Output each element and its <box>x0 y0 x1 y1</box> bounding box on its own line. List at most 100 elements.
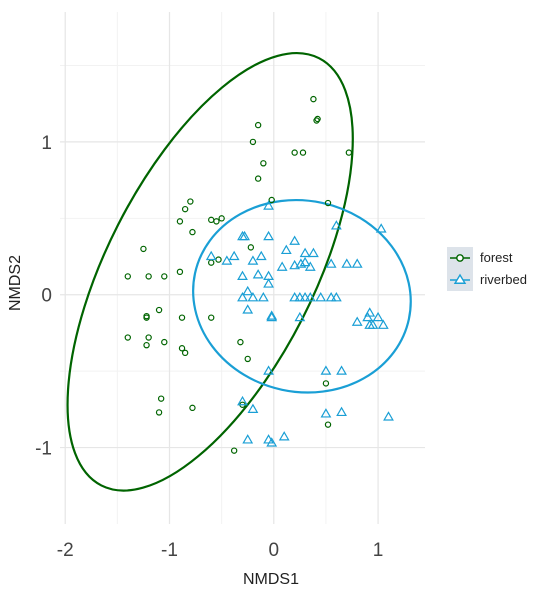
forest-point <box>157 395 165 402</box>
forest-point <box>155 306 163 314</box>
riverbed-point <box>325 258 337 268</box>
riverbed-point <box>266 311 278 322</box>
forest-point <box>176 218 184 225</box>
riverbed-point <box>304 261 316 271</box>
riverbed-ellipse <box>192 198 412 394</box>
riverbed-point <box>280 244 292 255</box>
forest-point <box>299 149 307 156</box>
x-tick-label: 0 <box>268 540 279 561</box>
x-tick-labels: -2 -1 0 1 <box>57 540 384 561</box>
forest-point <box>124 273 131 280</box>
riverbed-point <box>263 278 274 288</box>
forest-point <box>254 121 262 129</box>
riverbed-point <box>364 307 376 317</box>
riverbed-point <box>315 292 327 302</box>
riverbed-point <box>367 319 379 329</box>
forest-point <box>313 117 320 124</box>
forest-point <box>244 355 251 363</box>
riverbed-point <box>294 292 306 302</box>
riverbed-point <box>377 319 389 329</box>
forest-point <box>155 409 163 416</box>
forest-legend-marker <box>456 254 464 262</box>
forest-legend-label: forest <box>480 250 513 265</box>
forest-point <box>176 268 184 276</box>
forest-point <box>181 349 189 357</box>
riverbed-point <box>205 250 217 261</box>
riverbed-point <box>228 250 240 261</box>
forest-point <box>268 196 275 204</box>
forest-point <box>237 338 244 346</box>
forest-point <box>260 160 267 167</box>
riverbed-point <box>247 292 259 302</box>
x-tick-label: -2 <box>57 540 74 561</box>
ellipses <box>66 51 412 492</box>
riverbed-legend-marker <box>453 273 467 284</box>
forest-point <box>208 259 215 266</box>
forest-point <box>249 138 257 146</box>
riverbed-point <box>237 395 248 406</box>
legend: forest riverbed <box>447 247 527 291</box>
forest-point <box>247 244 255 251</box>
riverbed-point <box>320 365 332 375</box>
riverbed-point <box>263 365 274 375</box>
riverbed-point <box>263 200 274 210</box>
forest-point <box>324 421 332 428</box>
forest-point <box>324 199 332 207</box>
riverbed-point <box>320 408 332 418</box>
riverbed-point <box>383 411 394 421</box>
forest-point <box>143 314 150 321</box>
forest-point <box>230 447 238 454</box>
riverbed-point <box>263 230 274 241</box>
forest-point <box>291 149 298 156</box>
forest-point <box>140 245 147 253</box>
riverbed-point <box>278 431 290 441</box>
riverbed-point <box>351 258 363 268</box>
forest-point <box>161 338 168 346</box>
riverbed-point <box>304 292 316 302</box>
x-tick-label: -1 <box>161 540 178 561</box>
forest-point <box>213 218 220 225</box>
y-tick-label: 1 <box>41 133 52 154</box>
riverbed-point <box>266 437 278 447</box>
riverbed-point <box>239 230 250 241</box>
forest-point <box>345 149 353 156</box>
riverbed-point <box>237 292 248 302</box>
riverbed-point <box>247 403 259 413</box>
forest-point <box>189 404 196 412</box>
riverbed-point <box>330 292 342 302</box>
riverbed-point <box>289 259 301 270</box>
forest-point <box>181 205 189 213</box>
riverbed-point <box>372 311 384 322</box>
riverbed-point <box>242 285 254 296</box>
forest-point <box>254 175 262 182</box>
forest-point <box>187 198 194 205</box>
forest-ellipse <box>66 51 354 492</box>
riverbed-point <box>276 261 288 271</box>
riverbed-point <box>266 310 278 320</box>
y-tick-label: 0 <box>41 286 52 307</box>
riverbed-point <box>330 220 342 230</box>
riverbed-point <box>255 250 267 261</box>
forest-point <box>208 314 215 321</box>
riverbed-point <box>351 316 363 326</box>
forest-point <box>215 256 222 263</box>
riverbed-point <box>325 292 337 302</box>
riverbed-point <box>341 258 353 268</box>
forest-point <box>145 334 152 341</box>
forest-point <box>322 380 330 387</box>
y-tick-label: -1 <box>35 439 52 460</box>
riverbed-point <box>299 256 311 267</box>
riverbed-legend-label: riverbed <box>480 272 527 287</box>
forest-point <box>124 334 131 341</box>
riverbed-point <box>375 223 387 233</box>
riverbed-point <box>242 434 254 444</box>
y-tick-labels: -1 0 1 <box>35 133 52 460</box>
forest-point <box>145 273 152 280</box>
riverbed-point <box>299 292 311 302</box>
riverbed-point <box>336 365 347 375</box>
forest-point <box>178 314 186 321</box>
riverbed-point <box>237 270 248 280</box>
riverbed-point <box>295 258 307 268</box>
x-axis-title: NMDS1 <box>243 571 299 588</box>
